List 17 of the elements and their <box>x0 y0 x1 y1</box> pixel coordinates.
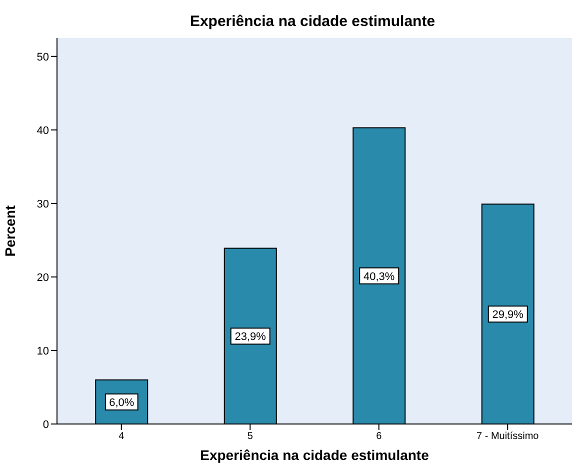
chart-title: Experiência na cidade estimulante <box>188 12 436 30</box>
y-axis-title: Percent <box>2 204 18 257</box>
x-axis-title: Experiência na cidade estimulante <box>200 447 430 463</box>
data-label: 23,9% <box>234 331 266 344</box>
y-tick-label: 10 <box>36 345 49 358</box>
x-tick-label: 4 <box>118 431 125 442</box>
y-tick-label: 20 <box>36 272 49 284</box>
data-label: 29,9% <box>492 309 524 322</box>
x-tick-label: 6 <box>376 431 382 442</box>
x-tick-label: 7 - Muitíssimo <box>476 431 540 442</box>
y-tick-label: 0 <box>42 418 49 431</box>
data-label: 40,3% <box>364 270 395 283</box>
y-tick-label: 40 <box>36 124 49 137</box>
y-tick-label: 30 <box>36 198 49 210</box>
data-label: 6,0% <box>109 396 134 409</box>
x-tick-label: 5 <box>247 431 254 442</box>
y-tick-label: 50 <box>36 51 49 64</box>
